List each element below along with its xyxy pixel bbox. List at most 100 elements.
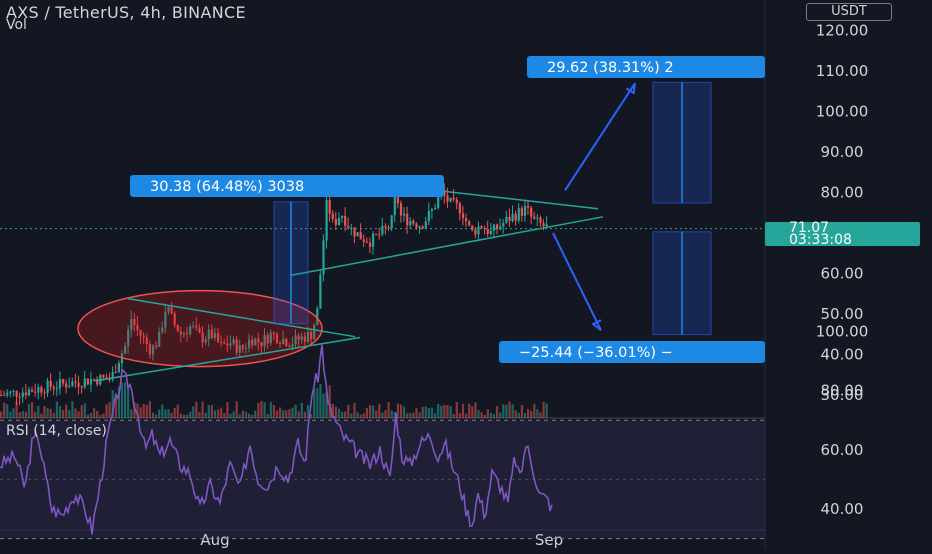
volume-bar xyxy=(421,406,424,418)
candle-body xyxy=(430,209,434,212)
candle-body xyxy=(291,344,294,347)
candle-body xyxy=(362,239,365,242)
last-price-value: 71.07 xyxy=(789,220,830,236)
candle-body xyxy=(170,307,173,314)
candle-body xyxy=(272,332,275,335)
candle-body xyxy=(310,331,313,340)
volume-bar xyxy=(511,404,514,418)
arrow-down-projection-head xyxy=(591,319,602,331)
candle-body xyxy=(536,217,539,219)
volume-bar xyxy=(12,408,15,418)
volume-bar xyxy=(378,404,381,418)
candle-body xyxy=(381,225,384,235)
volume-bar xyxy=(461,403,465,418)
volume-bar xyxy=(415,408,418,418)
candle-body xyxy=(319,274,322,309)
volume-bar xyxy=(27,404,31,418)
volume-bar xyxy=(477,410,480,418)
candle-body xyxy=(186,333,189,335)
candle-body xyxy=(241,345,244,349)
volume-bar xyxy=(238,414,241,418)
volume-bar xyxy=(213,410,217,418)
volume-bar xyxy=(291,407,294,418)
volume-bar xyxy=(220,407,223,418)
candle-body xyxy=(288,345,291,347)
candle-body xyxy=(465,218,468,222)
candle-body xyxy=(164,311,167,328)
volume-bar xyxy=(241,410,244,418)
volume-bar xyxy=(31,402,34,418)
candle-body xyxy=(421,226,424,229)
volume-bar xyxy=(251,414,254,418)
candle-body xyxy=(384,225,387,228)
volume-bar xyxy=(347,404,350,418)
volume-bar xyxy=(396,403,399,418)
volume-bar xyxy=(328,385,331,418)
candle-body xyxy=(229,343,232,346)
volume-bar xyxy=(232,411,235,418)
candle-body xyxy=(458,203,461,214)
volume-bar xyxy=(285,410,288,418)
price-tick-label: 100.00 xyxy=(816,103,869,121)
volume-bar xyxy=(319,383,322,418)
volume-label: Vol xyxy=(6,17,27,33)
volume-bar xyxy=(105,404,108,418)
volume-bar xyxy=(260,401,263,418)
volume-bar xyxy=(480,412,483,418)
volume-bar xyxy=(300,402,303,418)
candles xyxy=(0,182,548,406)
rsi-tick-label: 100.00 xyxy=(816,322,869,340)
candle-body xyxy=(365,241,368,243)
volume-bar xyxy=(80,405,83,418)
volume-bar xyxy=(71,401,74,418)
candle-body xyxy=(322,240,325,275)
volume-bar xyxy=(446,405,449,418)
volume-bar xyxy=(46,408,49,418)
rsi-tick-label: 40.00 xyxy=(821,500,864,518)
volume-bar xyxy=(384,410,387,418)
volume-bar xyxy=(145,404,148,418)
candle-body xyxy=(217,333,220,343)
currency-button[interactable]: USDT xyxy=(806,3,892,21)
volume-bar xyxy=(176,404,179,418)
volume-bar xyxy=(297,411,300,418)
measure-label-past-bg xyxy=(130,175,444,197)
candle-body xyxy=(282,338,285,344)
volume-bar xyxy=(235,401,238,418)
candle-body xyxy=(368,242,372,247)
candle-body xyxy=(24,392,27,396)
volume-bar xyxy=(207,405,210,418)
candle-body xyxy=(396,196,399,204)
rsi-tick-label: 60.00 xyxy=(821,441,864,459)
candle-body xyxy=(452,197,455,200)
volume-bar xyxy=(34,411,37,418)
candle-body xyxy=(161,327,164,332)
candle-body xyxy=(52,386,55,389)
volume-bar xyxy=(117,386,120,418)
volume-bar xyxy=(102,413,105,418)
volume-bar xyxy=(443,404,446,418)
volume-bar xyxy=(372,405,375,418)
candle-body xyxy=(455,199,458,204)
candle-body xyxy=(508,216,511,222)
volume-bar xyxy=(21,411,24,418)
candle-body xyxy=(18,396,21,398)
volume-bar xyxy=(288,409,291,418)
volume-bar xyxy=(114,394,117,418)
volume-bar xyxy=(406,413,409,418)
volume-bar xyxy=(520,405,523,418)
candle-body xyxy=(257,338,260,343)
candle-body xyxy=(313,325,316,340)
volume-bar xyxy=(390,410,393,418)
volume-bar xyxy=(77,411,80,418)
volume-bar xyxy=(474,402,477,418)
candle-body xyxy=(111,371,114,380)
volume-bar xyxy=(201,401,204,418)
volume-bar xyxy=(294,404,297,418)
candle-body xyxy=(192,325,195,327)
volume-bar xyxy=(430,407,434,418)
price-tick-label: 110.00 xyxy=(816,62,869,80)
volume-bar xyxy=(523,413,527,418)
